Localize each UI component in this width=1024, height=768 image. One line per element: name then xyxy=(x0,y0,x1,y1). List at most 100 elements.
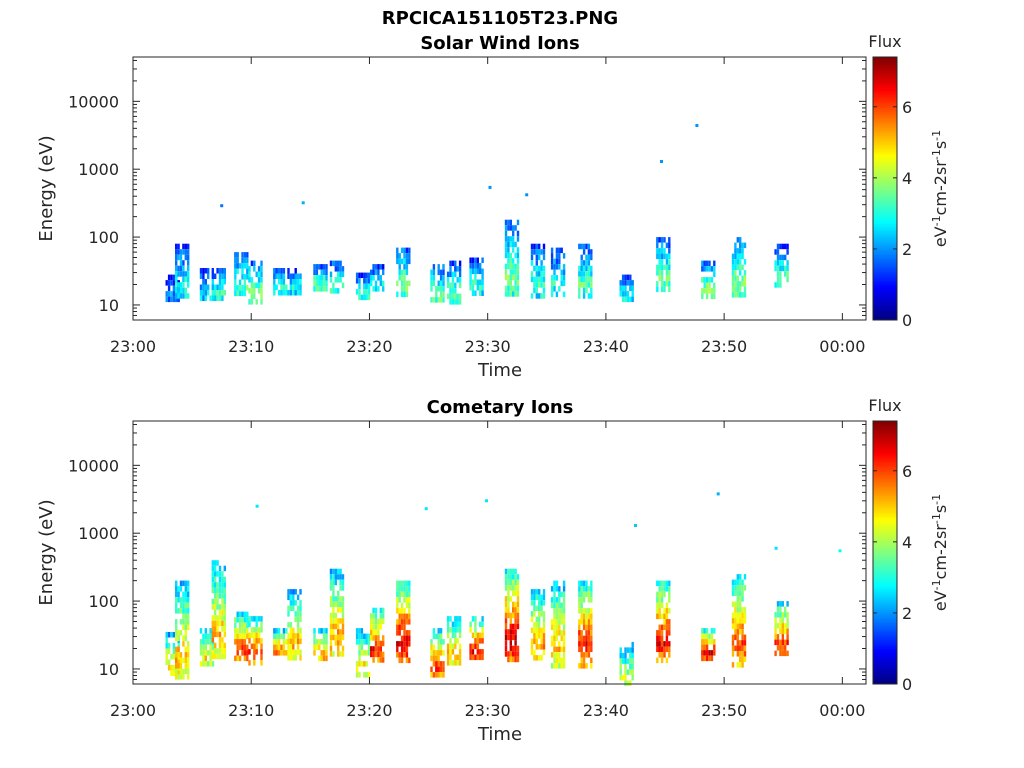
spectrogram-cell xyxy=(325,275,328,281)
spectrogram-cell xyxy=(530,638,534,645)
spectrogram-cell xyxy=(621,285,625,292)
colorbar-label: eV-1cm-2sr-1s-1 xyxy=(930,130,950,247)
spectrogram-cell xyxy=(514,634,517,641)
colorbar-segment xyxy=(873,241,897,244)
spectrogram-cell xyxy=(296,616,300,623)
spectrogram-cell xyxy=(555,624,559,631)
spectrogram-cell xyxy=(382,618,385,625)
spectrogram-cell xyxy=(250,616,254,622)
spectrogram-cell xyxy=(182,260,185,266)
spectrogram-cell xyxy=(435,666,438,673)
spectrogram-cell xyxy=(731,634,735,641)
spectrogram-cell xyxy=(558,641,561,647)
spectrogram-cell xyxy=(287,594,290,601)
spectrogram-cell xyxy=(542,644,546,650)
spectrogram-cell xyxy=(187,663,190,669)
spectrogram-cell xyxy=(241,290,244,297)
spectrogram-cell xyxy=(432,655,436,662)
colorbar-frame xyxy=(872,56,898,321)
spectrogram-cell xyxy=(363,272,366,279)
spectrogram-cell xyxy=(214,295,217,301)
spectrogram-cell xyxy=(516,258,520,264)
spectrogram-cell xyxy=(179,657,183,664)
spectrogram-cell xyxy=(318,644,321,651)
colorbar-segment xyxy=(873,94,897,97)
spectrogram-cell xyxy=(400,580,404,587)
spectrogram-cell xyxy=(449,643,452,650)
burst xyxy=(234,611,249,662)
spectrogram-cell xyxy=(479,621,482,628)
spectrogram-cell xyxy=(322,280,326,287)
spectrogram-cell xyxy=(713,260,716,267)
spectrogram-cell xyxy=(175,591,178,598)
spectrogram-cell xyxy=(530,611,534,617)
spectrogram-cell xyxy=(377,635,380,641)
spectrogram-cell xyxy=(734,242,737,249)
spectrogram-cell xyxy=(299,649,302,656)
spectrogram-cell xyxy=(367,644,371,651)
spectrogram-cell xyxy=(339,596,342,602)
spectrogram-cell xyxy=(656,657,659,664)
spectrogram-cell xyxy=(437,639,440,645)
spectrogram-cell xyxy=(175,282,178,288)
spectrogram-cell xyxy=(660,275,664,282)
spectrogram-cell xyxy=(779,650,782,657)
spectrogram-cell xyxy=(456,616,459,622)
colorbar-segment xyxy=(873,192,897,196)
spectrogram-cell xyxy=(560,591,563,598)
spectrogram-cell xyxy=(250,299,254,305)
spectrogram-cell xyxy=(296,644,300,650)
spectrogram-cell xyxy=(403,646,406,653)
colorbar-segment xyxy=(873,662,897,665)
spectrogram-cell xyxy=(562,602,566,609)
spectrogram-cell xyxy=(320,628,323,634)
spectrogram-cell xyxy=(668,237,671,243)
spectrogram-cell xyxy=(504,274,508,281)
spectrogram-cell xyxy=(509,258,512,264)
colorbar-segment xyxy=(873,160,897,163)
spectrogram-cell xyxy=(177,586,180,592)
spectrogram-cell xyxy=(540,271,543,277)
spectrogram-cell xyxy=(204,639,207,645)
spectrogram-cell xyxy=(216,290,219,296)
spectrogram-cell xyxy=(260,282,263,289)
spectrogram-cell xyxy=(253,616,256,622)
spectrogram-cell xyxy=(774,634,777,640)
spectrogram-cell xyxy=(223,576,226,583)
spectrogram-cell xyxy=(358,633,361,640)
spectrogram-cell xyxy=(296,627,300,634)
spectrogram-cell xyxy=(562,580,566,587)
spectrogram-cell xyxy=(474,632,477,639)
spectrogram-cell xyxy=(184,580,187,587)
spectrogram-cell xyxy=(179,580,183,587)
spectrogram-cell xyxy=(580,613,583,620)
spectrogram-cell xyxy=(538,254,541,261)
spectrogram-cell xyxy=(585,271,588,277)
spectrogram-cell xyxy=(177,670,180,676)
spectrogram-cell xyxy=(776,265,780,272)
spectrogram-cell xyxy=(512,629,515,635)
spectrogram-cell xyxy=(516,579,520,586)
spectrogram-cell xyxy=(282,633,286,640)
spectrogram-cell xyxy=(216,593,219,599)
spectrogram-cell xyxy=(329,277,333,283)
spectrogram-cell xyxy=(585,613,588,620)
spectrogram-cell xyxy=(535,627,538,634)
spectrogram-cell xyxy=(322,628,326,634)
spectrogram-cell xyxy=(558,652,561,658)
spectrogram-cell xyxy=(432,264,436,270)
spectrogram-cell xyxy=(358,283,361,290)
spectrogram-cell xyxy=(781,650,784,657)
spectrogram-cell xyxy=(398,608,401,614)
spectrogram-cell xyxy=(668,259,671,265)
spectrogram-cell xyxy=(255,632,258,639)
colorbar-segment xyxy=(873,116,897,119)
spectrogram-cell xyxy=(516,656,520,663)
colorbar-segment xyxy=(873,657,897,661)
spectrogram-cell xyxy=(703,639,706,645)
spectrogram-cell xyxy=(663,641,666,647)
spectrogram-cell xyxy=(481,257,484,263)
spectrogram-cell xyxy=(372,275,375,281)
spectrogram-cell xyxy=(202,279,205,285)
spectrogram-cell xyxy=(619,674,622,681)
